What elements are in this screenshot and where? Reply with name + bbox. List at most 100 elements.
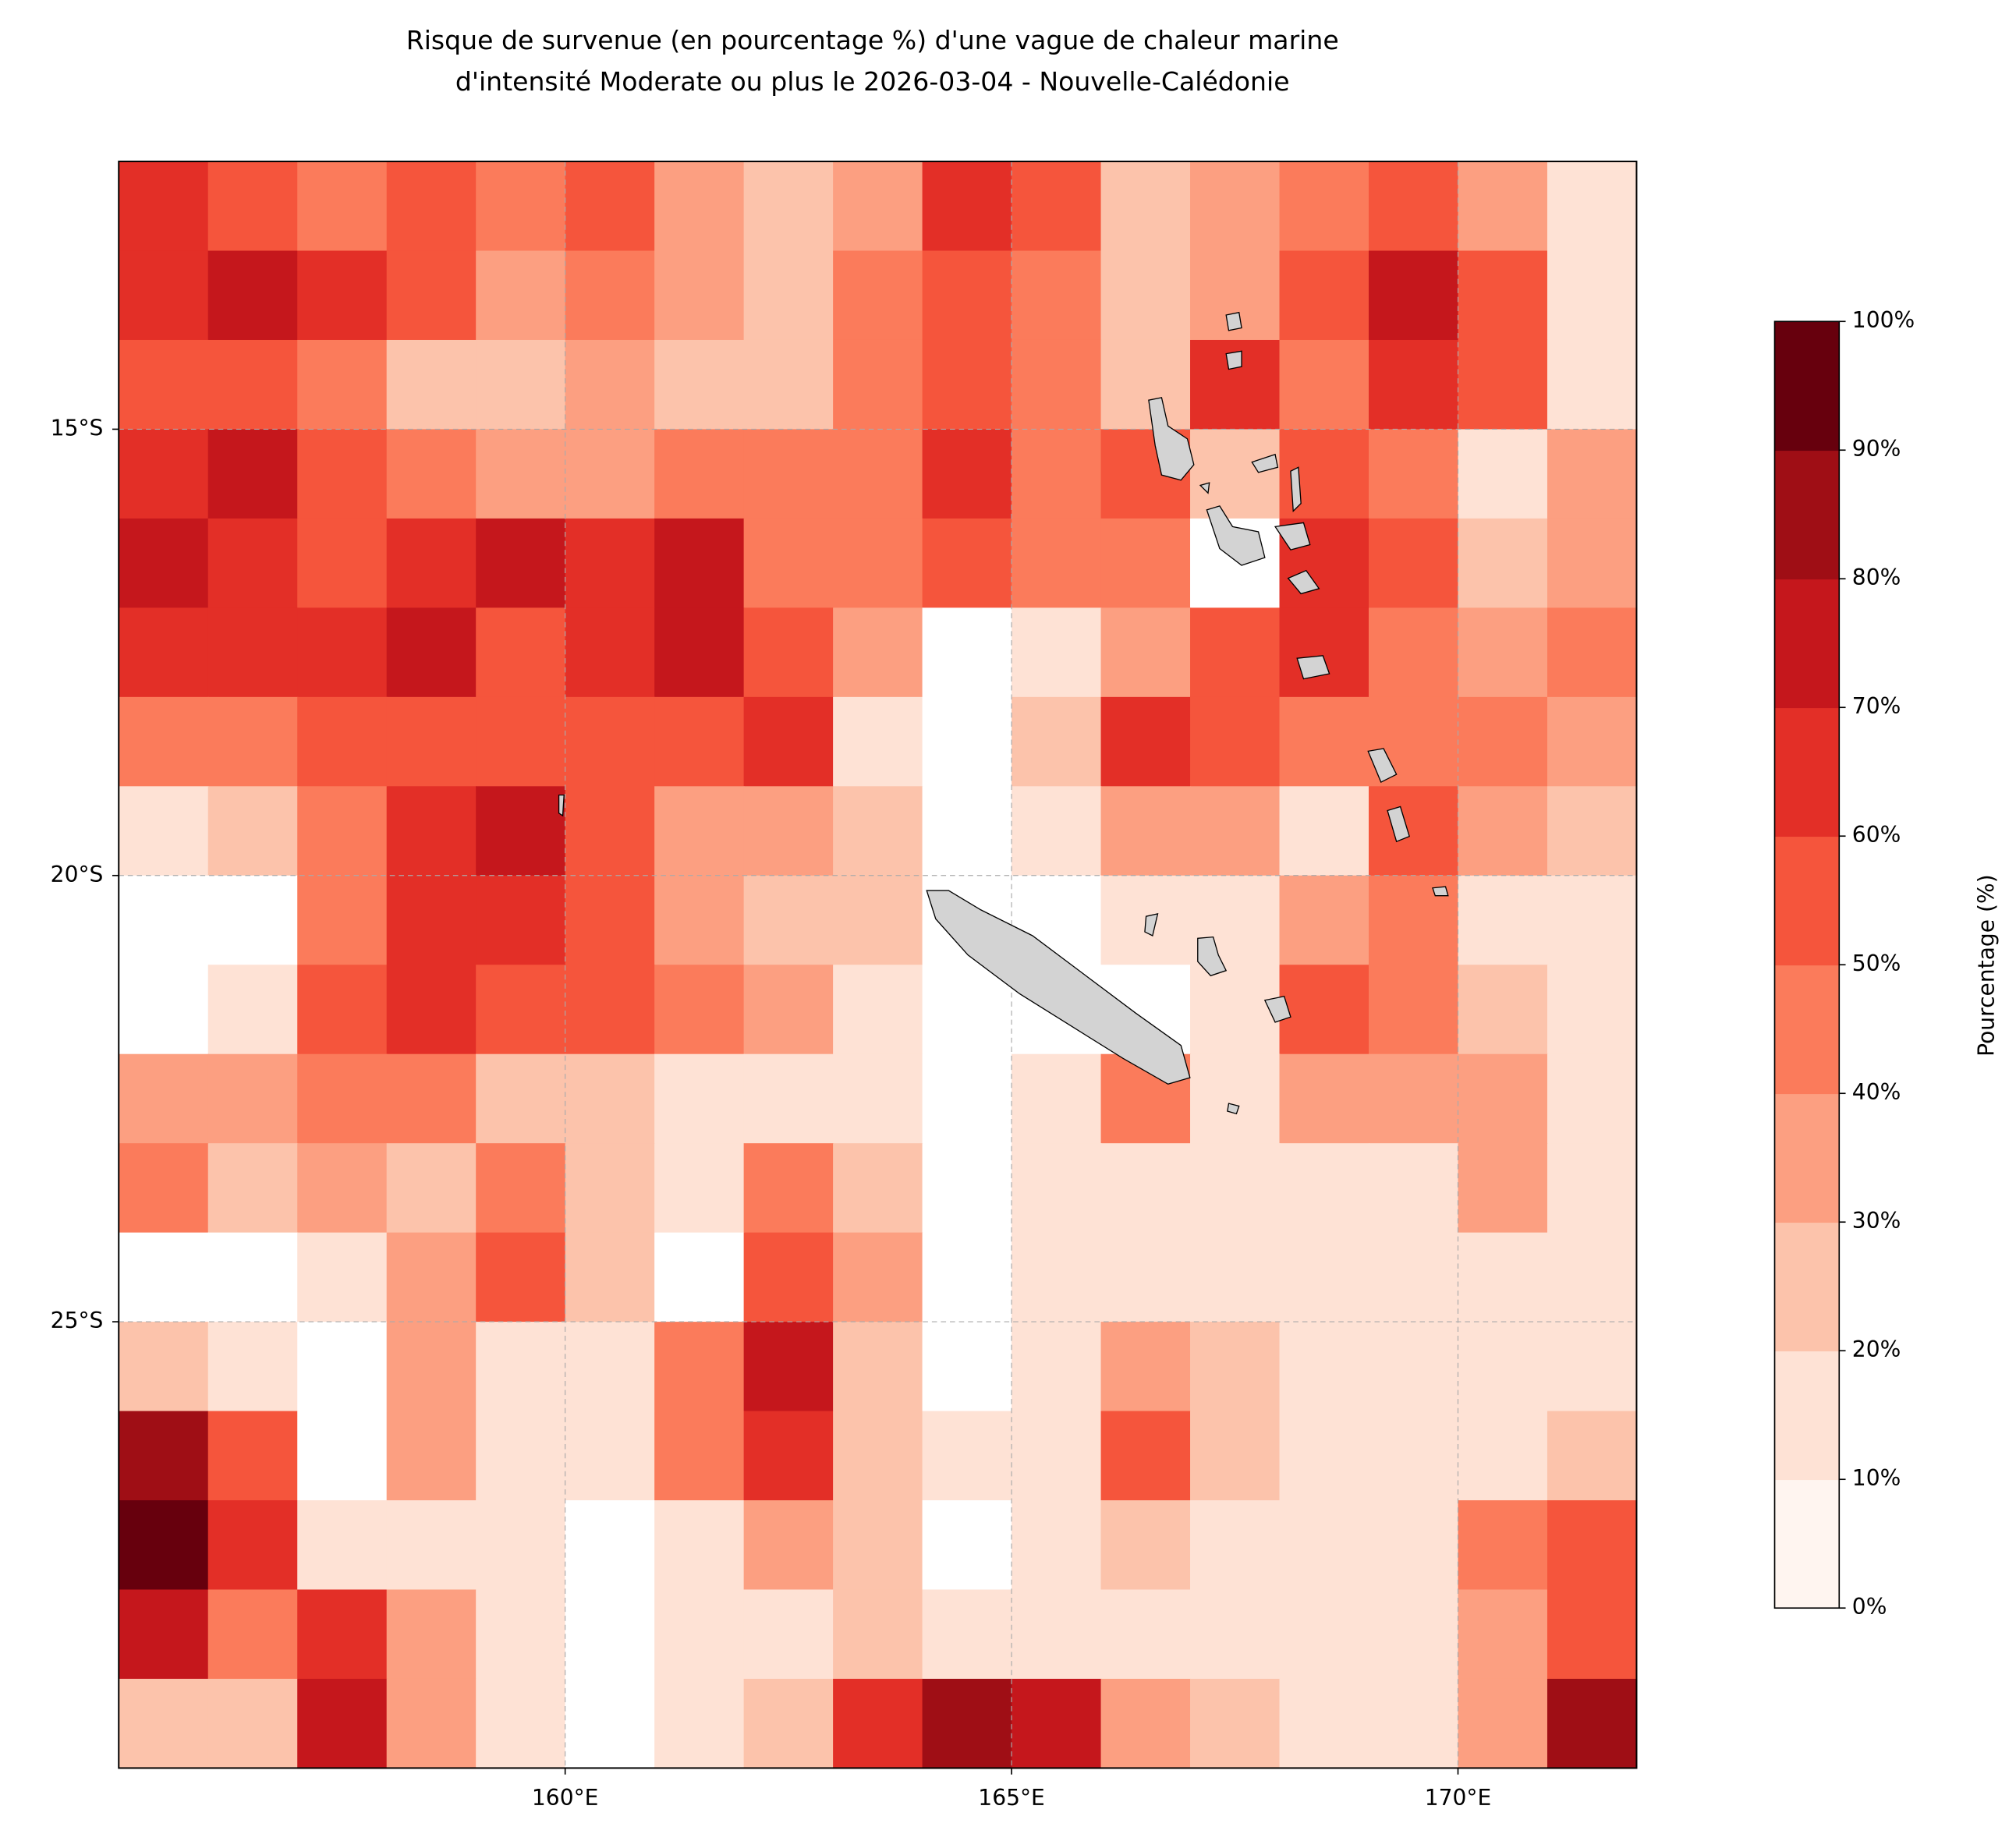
land [558,311,1449,1115]
cell [1190,1322,1281,1412]
cell [1458,1053,1548,1145]
cell [386,1411,477,1502]
cell [297,1053,388,1145]
cell [1279,1053,1369,1145]
cell [1458,1411,1548,1502]
cell [297,161,388,252]
cell [743,518,834,609]
colorbar-tick-label: 20% [1852,1337,1901,1362]
cell [922,518,1013,609]
cell [119,429,209,519]
cell [922,339,1013,430]
cell [1547,1143,1638,1234]
cell [833,1500,923,1591]
cell [207,161,299,252]
cell [833,429,923,519]
cell [476,250,566,341]
cell [654,250,745,341]
cell [922,429,1013,519]
y-tick-label: 25°S [51,1308,104,1333]
cell [1012,607,1102,698]
cell [1100,161,1192,252]
cell [386,875,477,966]
colorbar-swatch [1774,1222,1840,1352]
colorbar-swatch [1774,1351,1840,1481]
cell [1279,607,1369,698]
cell [297,1678,388,1769]
cell [743,786,834,876]
cell [119,161,209,252]
cell [922,786,1013,876]
cell [743,696,834,788]
island [1296,655,1330,680]
cell [476,607,566,698]
cell [1100,1411,1192,1502]
title-line: Risque de survenue (en pourcentage %) d'… [406,25,1339,55]
cell [654,429,745,519]
cell [386,607,477,698]
cell [207,875,299,966]
cell [833,1322,923,1412]
cell [1279,1232,1369,1323]
cell [833,786,923,876]
cell [922,696,1013,788]
cell [1458,1232,1548,1323]
cell [565,429,656,519]
cell [207,1232,299,1323]
map-frame [118,161,1638,1769]
colorbar-label: Pourcentage (%) [1974,874,2000,1057]
cell [1547,339,1638,430]
cell [833,161,923,252]
cell [1012,786,1102,876]
cell [476,1678,566,1769]
cell [1458,339,1548,430]
cell [1190,1500,1281,1591]
cell [476,518,566,609]
cell [386,161,477,252]
cell [1547,1500,1638,1591]
colorbar-swatch [1774,450,1840,580]
cell [1279,1589,1369,1680]
cell [654,1053,745,1145]
cell [833,1411,923,1502]
cell [1279,1143,1369,1234]
cell [1547,429,1638,519]
island [1206,505,1266,566]
colorbar-swatch [1774,836,1840,966]
cell [119,786,209,876]
cell [476,1232,566,1323]
cell [386,1678,477,1769]
cell [1547,1322,1638,1412]
cell [654,161,745,252]
cell [119,696,209,788]
cell [1190,1589,1281,1680]
cell [207,1322,299,1412]
y-tick-label: 15°S [51,415,104,441]
cell [565,161,656,252]
cell [565,696,656,788]
x-tick-label: 160°E [532,1785,599,1811]
cell [476,1143,566,1234]
island [1432,886,1449,897]
cell [833,965,923,1055]
cell [565,339,656,430]
cell [1458,875,1548,966]
cell [833,518,923,609]
cell [119,607,209,698]
cell [565,1143,656,1234]
cell [386,696,477,788]
cell [297,786,388,876]
cell [833,696,923,788]
cell [297,696,388,788]
cell [833,339,923,430]
colorbar-swatch [1774,965,1840,1095]
colorbar-swatch [1774,579,1840,709]
cell [297,429,388,519]
cell [1547,1411,1638,1502]
cell [1190,965,1281,1055]
cell [297,1322,388,1412]
island [1263,996,1291,1023]
cell [833,607,923,698]
cell [119,518,209,609]
